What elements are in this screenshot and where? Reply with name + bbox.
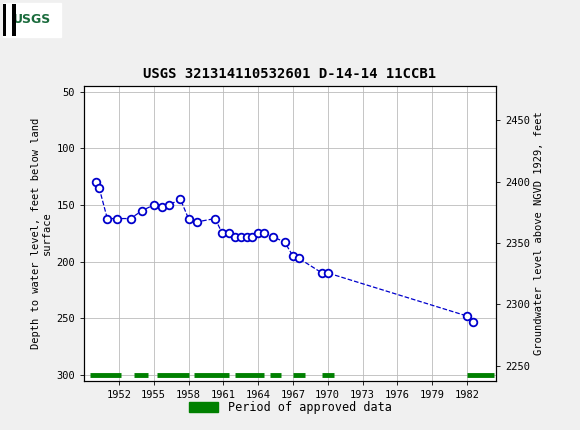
FancyBboxPatch shape — [12, 4, 16, 36]
FancyBboxPatch shape — [3, 3, 61, 37]
Title: USGS 321314110532601 D-14-14 11CCB1: USGS 321314110532601 D-14-14 11CCB1 — [143, 67, 437, 81]
Legend: Period of approved data: Period of approved data — [184, 396, 396, 419]
FancyBboxPatch shape — [3, 4, 6, 36]
Y-axis label: Groundwater level above NGVD 1929, feet: Groundwater level above NGVD 1929, feet — [534, 111, 544, 355]
Y-axis label: Depth to water level, feet below land
surface: Depth to water level, feet below land su… — [31, 118, 52, 349]
FancyBboxPatch shape — [8, 4, 11, 36]
Text: USGS: USGS — [13, 13, 51, 27]
